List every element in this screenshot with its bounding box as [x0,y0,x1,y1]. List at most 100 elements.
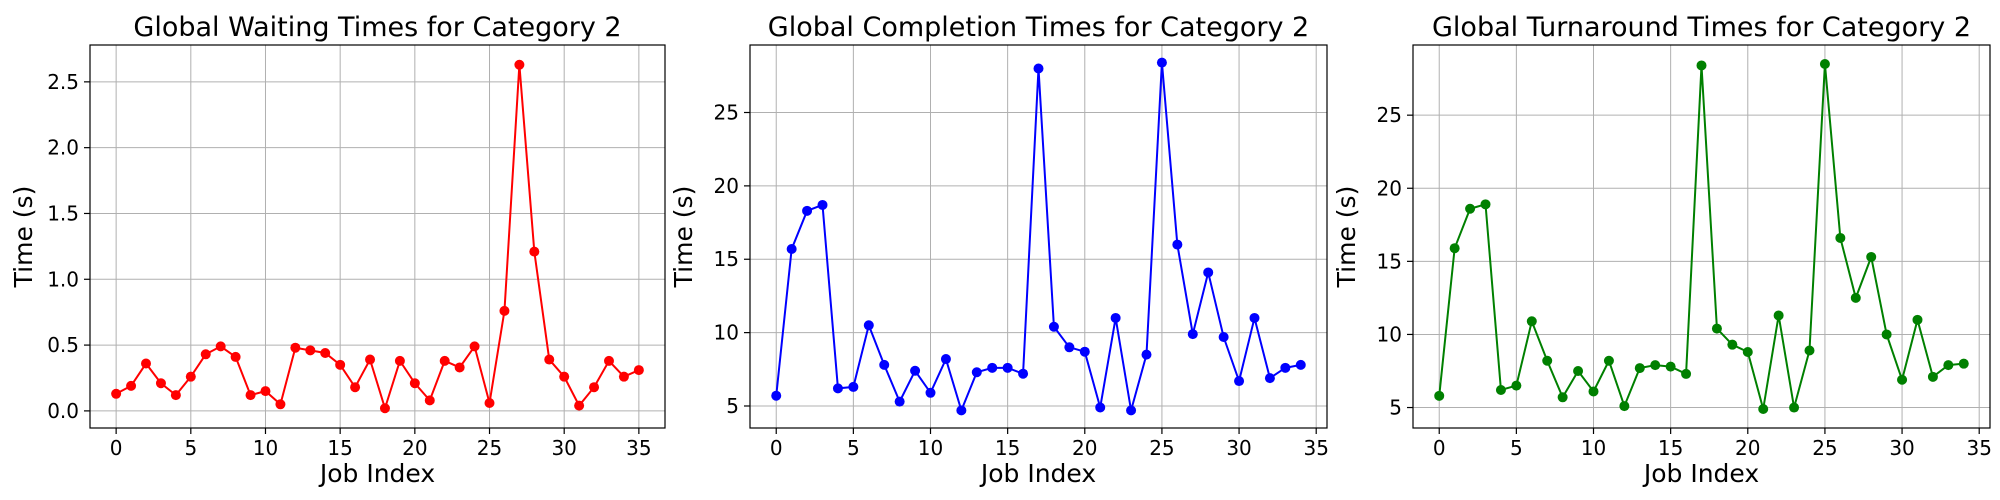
data-point [863,320,874,331]
data-point [1095,402,1106,413]
data-point [499,305,510,316]
data-point [1804,345,1815,356]
data-point [170,390,181,401]
data-point [1727,339,1738,350]
data-point [1850,292,1861,303]
chart-panel-2: 0 5 10 15 20 25 30 35 5 10 15 20 25 Global Completion… [669,12,1329,488]
data-point [320,347,331,358]
data-point [559,371,570,382]
data-point [185,371,196,382]
y-tick-label: 0.0 [47,399,79,423]
data-point [245,390,256,401]
data-point [1526,316,1537,327]
data-point [1742,346,1753,357]
series-line [115,64,640,412]
x-tick-label: 10 [253,436,278,460]
data-point [335,359,346,370]
data-point [126,380,137,391]
data-point [1835,232,1846,243]
x-tick-label: 5 [184,436,197,460]
data-point [1758,403,1769,414]
data-point [1912,314,1923,325]
plot-frame [1412,44,1991,429]
data-point [1773,310,1784,321]
x-tick-label: 25 [1812,436,1837,460]
data-point [275,399,286,410]
data-point [1588,386,1599,397]
data-point [1480,199,1491,210]
data-point [574,400,585,411]
x-tick-label: 0 [770,436,783,460]
series-line [1438,63,1964,410]
data-point [1280,362,1291,373]
data-point [230,351,241,362]
data-point [290,342,301,353]
data-point [1711,323,1722,334]
data-point [1681,368,1692,379]
data-point [1141,349,1152,360]
y-tick-label: 5 [726,394,739,418]
data-point [987,362,998,373]
data-point [618,371,629,382]
chart-title: Global Turnaround Times for Category 2 [1432,12,1971,43]
data-point [771,390,782,401]
data-point [1603,355,1614,366]
data-point [910,365,921,376]
y-tick-label: 20 [1377,176,1402,200]
x-tick-label: 20 [402,436,427,460]
chart-panel-3: 0 5 10 15 20 25 30 35 5 10 15 20 25 Global Turnaround… [1332,12,1992,488]
data-point [1897,374,1908,385]
x-tick-label: 10 [918,436,943,460]
data-point [365,354,376,365]
x-tick-label: 5 [1510,436,1523,460]
y-tick-label: 15 [1377,249,1402,273]
data-point [1465,203,1476,214]
y-tick-label: 5 [1389,396,1402,420]
x-tick-label: 20 [1072,436,1097,460]
x-tick-label: 20 [1735,436,1760,460]
x-tick-label: 35 [1303,436,1328,460]
data-point [832,383,843,394]
data-point [1665,361,1676,372]
x-tick-label: 30 [551,436,576,460]
data-point [879,359,890,370]
x-axis-label: Job Index [318,459,435,488]
y-tick-label: 2.5 [47,70,79,94]
data-point [379,403,390,414]
data-point [848,381,859,392]
x-axis-label: Job Index [1642,459,1759,488]
data-point [1573,365,1584,376]
x-tick-label: 25 [1149,436,1174,460]
data-point [1234,376,1245,387]
data-point [1295,359,1306,370]
chart-title: Global Completion Times for Category 2 [768,12,1309,43]
data-point [1819,59,1830,70]
y-axis-label: Time (s) [1332,186,1361,289]
data-point [802,205,813,216]
data-point [1002,362,1013,373]
data-point [529,246,540,257]
data-point [1881,329,1892,340]
y-axis-label: Time (s) [9,186,38,289]
data-point [454,362,465,373]
data-point [1156,57,1167,68]
data-point [1172,239,1183,250]
data-point [925,387,936,398]
data-point [200,349,211,360]
data-point [1018,368,1029,379]
y-axis-label: Time (s) [669,186,698,289]
data-point [514,59,525,70]
y-tick-label: 2.0 [47,136,79,160]
x-tick-label: 15 [327,436,352,460]
y-tick-label: 10 [714,321,739,345]
chart-panel-1: 0 5 10 15 20 25 30 35 0.0 0.5 1.0 1.5 2.0 2.5 Global W… [9,12,666,488]
data-point [1079,346,1090,357]
data-point [1943,360,1954,371]
data-point [786,243,797,254]
data-point [1557,392,1568,403]
y-tick-label: 1.0 [47,267,79,291]
data-point [1650,360,1661,371]
data-point [111,388,122,399]
x-tick-label: 35 [1966,436,1991,460]
data-point [424,395,435,406]
